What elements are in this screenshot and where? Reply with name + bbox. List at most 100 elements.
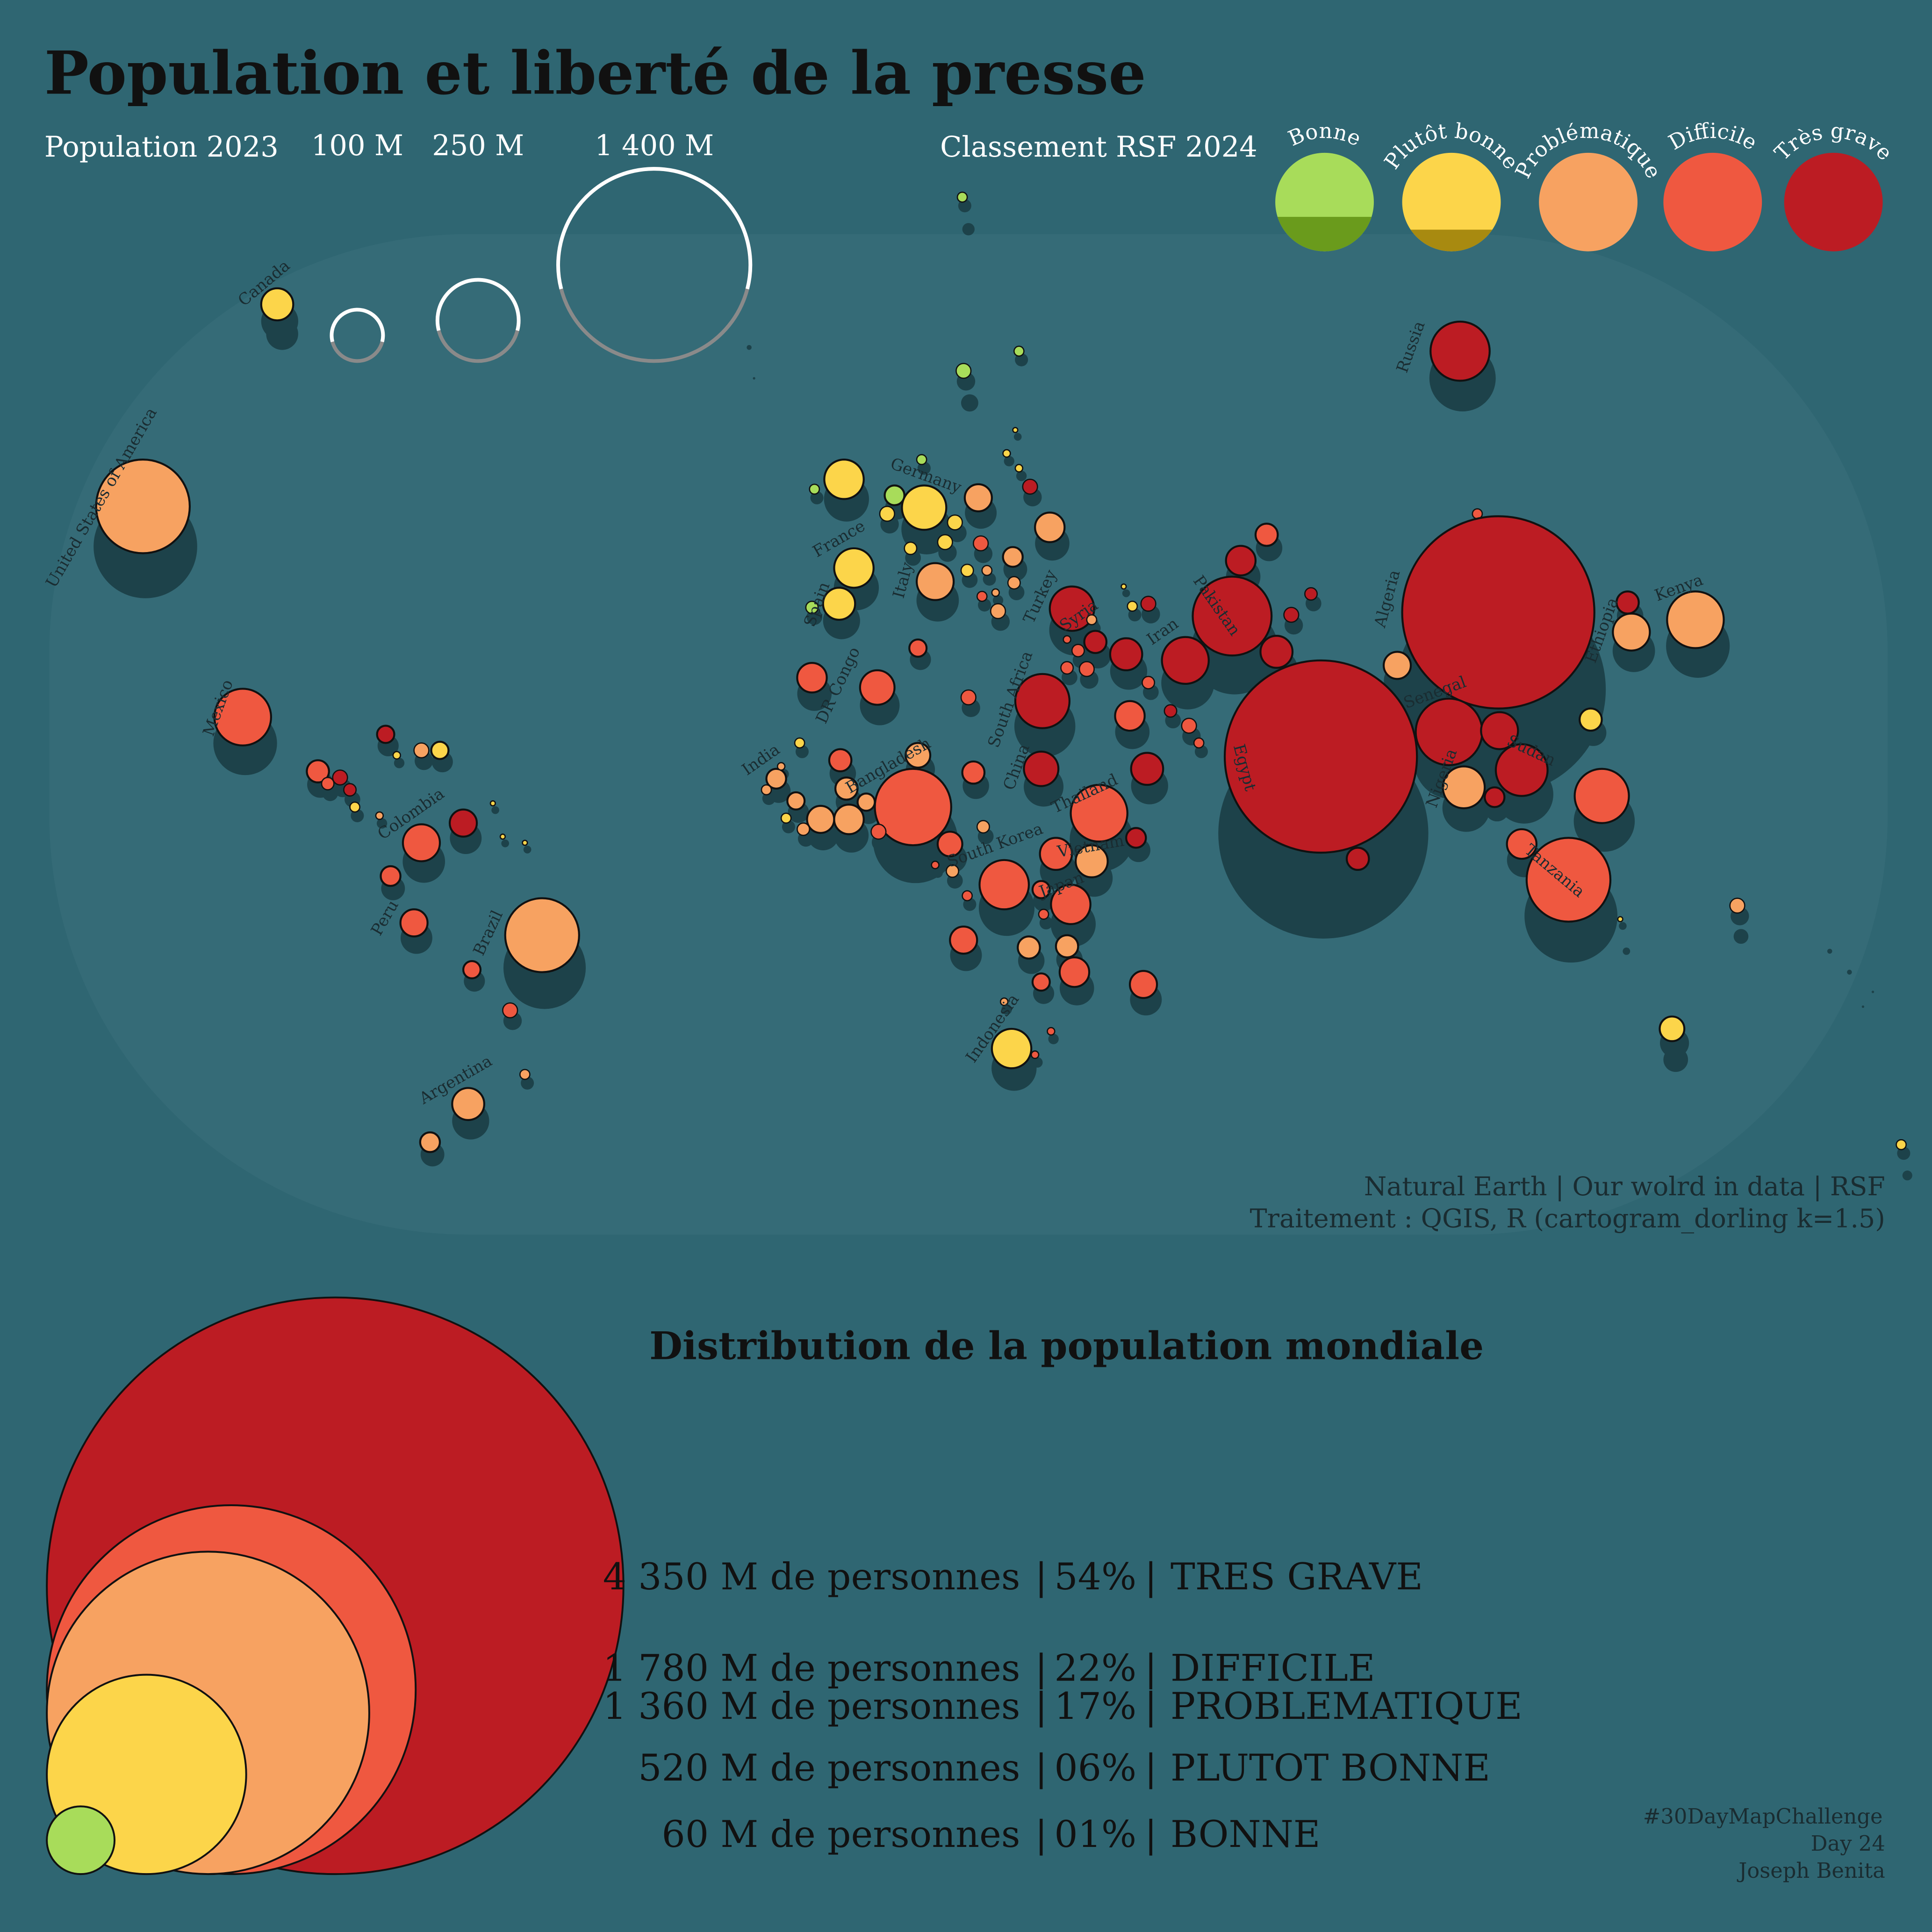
country-bubble-dr-congo <box>859 669 896 706</box>
country-bubble <box>1039 837 1073 871</box>
country-bubble-brazil <box>504 897 580 973</box>
bubble-shadow <box>1004 456 1014 467</box>
country-bubble <box>343 783 357 797</box>
distribution-category: DIFFICILE <box>1171 1646 1375 1689</box>
country-bubble <box>1060 661 1074 675</box>
country-bubble <box>908 638 928 658</box>
country-bubble-egypt <box>1223 659 1418 854</box>
country-bubble <box>1304 587 1318 601</box>
bubble-shadow <box>1623 947 1630 955</box>
bubble-shadow <box>1847 970 1852 975</box>
country-bubble-thailand <box>1070 783 1128 843</box>
size-legend: Population 2023 100 M 250 M 1 400 M <box>44 129 753 363</box>
country-bubble <box>1142 675 1156 689</box>
legend-swatch-difficile <box>1663 152 1762 251</box>
bubble-shadow <box>1733 929 1749 944</box>
country-bubble <box>1254 523 1279 547</box>
bubble-shadow <box>501 839 510 847</box>
bubble-shadow <box>1013 433 1022 441</box>
country-bubble <box>1013 345 1025 357</box>
separator: | <box>1035 1746 1048 1789</box>
country-bubble <box>976 820 990 834</box>
distribution-population: 520 M de personnes <box>638 1746 1020 1789</box>
bubble-shadow <box>753 377 755 380</box>
country-bubble <box>828 748 853 773</box>
distribution-population: 4 350 M de personnes <box>603 1555 1020 1598</box>
country-bubble-south-korea <box>978 859 1030 911</box>
separator: | <box>1145 1746 1157 1789</box>
country-bubble-bangladesh <box>874 768 952 847</box>
separator: | <box>1145 1813 1157 1856</box>
country-bubble-argentina <box>451 1087 485 1121</box>
country-bubble <box>905 742 932 769</box>
country-bubble <box>1071 644 1085 658</box>
country-bubble <box>947 514 963 531</box>
country-bubble-italy <box>915 562 955 601</box>
country-bubble <box>332 769 348 786</box>
country-bubble <box>1181 718 1197 734</box>
country-bubble <box>1617 916 1623 922</box>
distribution-population: 60 M de personnes <box>662 1813 1020 1856</box>
distribution-percent: 54% <box>1054 1555 1136 1598</box>
bubble-shadow <box>1871 991 1875 993</box>
country-bubble <box>1193 737 1205 749</box>
country-bubble-spain <box>822 587 856 621</box>
bubble-shadow <box>961 394 978 412</box>
country-bubble <box>1506 828 1538 860</box>
country-bubble <box>375 811 384 820</box>
country-bubble <box>448 808 478 838</box>
separator: | <box>1145 1685 1157 1728</box>
country-bubble <box>904 541 918 555</box>
country-bubble <box>786 791 806 811</box>
country-bubble-russia <box>1429 320 1491 382</box>
country-bubble <box>833 804 865 835</box>
bubble-shadow <box>1827 948 1832 954</box>
country-bubble <box>1729 898 1745 914</box>
country-bubble <box>1078 661 1095 677</box>
bubble-shadow <box>1048 1034 1059 1044</box>
country-bubble <box>949 926 978 955</box>
size-legend-ring-top <box>556 167 753 290</box>
country-bubble <box>462 960 482 979</box>
country-bubble <box>796 661 828 694</box>
country-bubble <box>963 483 993 512</box>
distribution-category: TRES GRAVE <box>1171 1555 1423 1598</box>
country-bubble <box>380 865 402 887</box>
bubble-shadow <box>523 846 531 854</box>
legend-swatch-tres_grave <box>1784 152 1883 251</box>
separator: | <box>1145 1646 1157 1689</box>
country-bubble <box>413 742 430 759</box>
legend-swatch-problematique <box>1539 152 1638 251</box>
distribution-category: BONNE <box>1171 1813 1320 1856</box>
country-bubble-syria <box>1086 614 1098 625</box>
country-bubble <box>991 588 1000 597</box>
country-bubble <box>1114 700 1146 732</box>
country-bubble-tanzania <box>1525 837 1612 923</box>
country-bubble <box>1002 546 1024 568</box>
country-bubble <box>1573 768 1630 824</box>
country-bubble <box>961 760 986 785</box>
country-bubble <box>1283 607 1300 623</box>
bubble-shadow <box>1016 470 1027 481</box>
country-bubble <box>946 864 960 878</box>
size-legend-ring-top <box>330 308 385 343</box>
country-bubble-vietnam <box>1074 844 1109 878</box>
distribution-percent: 06% <box>1054 1746 1136 1789</box>
country-bubble <box>522 840 528 846</box>
distribution-percent: 22% <box>1054 1646 1136 1689</box>
country-bubble <box>960 689 977 706</box>
country-bubble-japan <box>1050 883 1092 925</box>
country-bubble <box>1012 427 1019 433</box>
bubble-shadow <box>992 595 1004 606</box>
country-bubble <box>834 776 859 801</box>
country-bubbles <box>95 191 1907 1153</box>
country-bubble <box>519 1069 531 1080</box>
country-bubble <box>960 563 974 577</box>
rsf-legend-label: Classement RSF 2024 <box>940 131 1257 164</box>
country-bubble <box>1659 1015 1686 1042</box>
country-bubble <box>999 997 1009 1006</box>
country-bubble <box>1031 972 1051 992</box>
country-bubble <box>776 762 786 771</box>
distribution-percent: 17% <box>1054 1685 1136 1728</box>
